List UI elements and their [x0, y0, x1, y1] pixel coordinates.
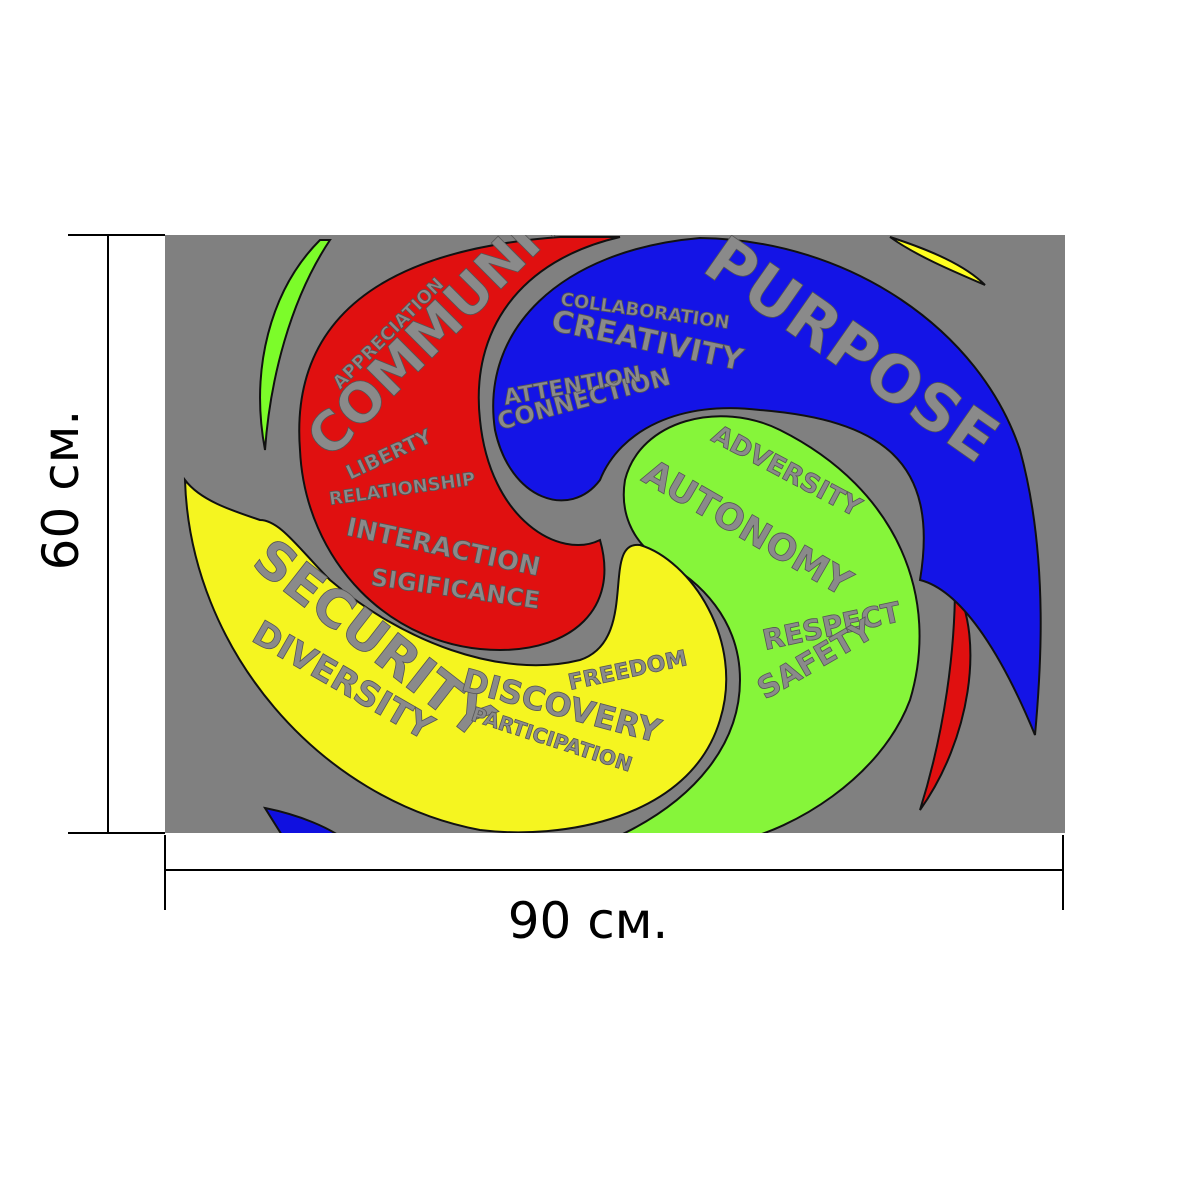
- blue-sliver: [262, 806, 337, 833]
- blue-arm: [492, 236, 1042, 736]
- yellow-arm: [183, 476, 728, 833]
- green-sliver: [259, 239, 332, 451]
- yellow-sliver: [889, 236, 986, 286]
- dimension-lines: [68, 234, 1064, 910]
- artwork: COMMUNITY PURPOSE CREATIVITY CONNECTION …: [165, 235, 1065, 833]
- width-label: 90 см.: [508, 892, 669, 950]
- red-arm: [298, 236, 621, 652]
- red-sliver: [919, 584, 972, 811]
- height-label: 60 см.: [32, 410, 90, 571]
- green-arm: [622, 415, 921, 833]
